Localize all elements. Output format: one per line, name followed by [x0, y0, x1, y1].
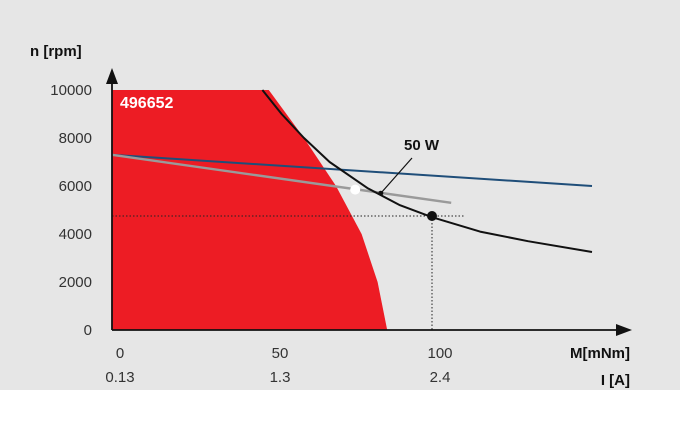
y-tick-label: 0	[84, 322, 92, 339]
x-axis-title: M[mNm]	[570, 345, 630, 362]
y-tick-label: 10000	[50, 82, 92, 99]
y-axis-title: n [rpm]	[30, 43, 82, 60]
x-tick-label: 0	[116, 345, 124, 362]
power-point-marker	[378, 190, 384, 196]
y-tick-label: 8000	[59, 130, 92, 147]
x-tick-label: 50	[272, 345, 289, 362]
x-axis-arrow	[616, 324, 632, 336]
x-tick-label: 100	[427, 345, 452, 362]
y-tick-label: 2000	[59, 274, 92, 291]
series-line-black	[261, 89, 593, 253]
x-axis-secondary-title: I [A]	[601, 372, 630, 389]
y-tick-label: 4000	[59, 226, 92, 243]
x2-tick-label: 1.3	[270, 369, 291, 386]
series-line-gray	[111, 153, 452, 204]
x2-tick-label: 0.13	[105, 369, 134, 386]
power-annotation: 50 W	[404, 137, 440, 154]
annotation-pointer	[380, 157, 413, 194]
y-axis-arrow	[106, 68, 118, 84]
y-tick-label: 6000	[59, 178, 92, 195]
operating-region	[112, 90, 388, 330]
operating-point-marker	[427, 211, 437, 221]
intersection-marker	[350, 184, 361, 195]
x2-tick-label: 2.4	[430, 369, 451, 386]
series-line-blue	[111, 153, 593, 187]
motor-id-label: 496652	[120, 95, 173, 112]
